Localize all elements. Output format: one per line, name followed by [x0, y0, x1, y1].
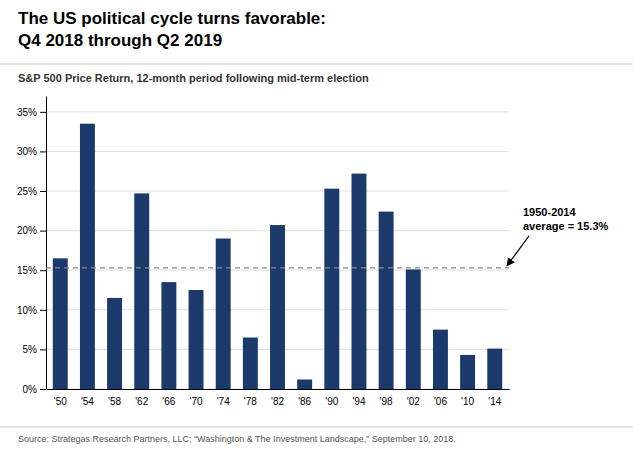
title: Q4 2018 through Q2 2019 [18, 31, 222, 50]
x-tick: '06 [434, 396, 447, 407]
x-tick: '90 [325, 396, 338, 407]
x-tick-label: '98 [380, 396, 393, 407]
x-tick-label: '50 [54, 396, 67, 407]
bar [107, 298, 122, 389]
x-tick-label: '62 [135, 396, 148, 407]
x-tick: '86 [298, 396, 311, 407]
x-tick: '78 [244, 396, 257, 407]
y-tick-label: 35% [17, 107, 37, 118]
x-tick-label: '14 [488, 396, 501, 407]
bar [243, 338, 258, 389]
annotation-arrow [507, 236, 529, 266]
annotation-line: average = 15.3% [523, 220, 609, 232]
bar [216, 239, 231, 389]
x-axis-line [47, 389, 510, 390]
y-tick-mark [40, 151, 46, 152]
y-tick: 15% [17, 265, 46, 276]
y-tick: 35% [17, 107, 46, 118]
average-line [46, 267, 509, 268]
x-tick-label: '66 [162, 396, 175, 407]
annotation-line: 1950-2014 [523, 206, 576, 218]
x-tick-label: '82 [271, 396, 284, 407]
x-tick-label: '74 [217, 396, 230, 407]
y-tick: 5% [23, 344, 46, 355]
chart-svg: The US political cycle turns favorable: Q… [0, 0, 633, 451]
grid-line [46, 191, 509, 192]
source-separator [0, 427, 633, 428]
y-tick-label: 10% [17, 305, 37, 316]
x-tick: '54 [81, 396, 94, 407]
x-tick: '98 [380, 396, 393, 407]
plot-area [46, 124, 509, 389]
y-tick-mark [40, 310, 46, 311]
bar [379, 212, 394, 389]
x-tick-label: '86 [298, 396, 311, 407]
grid [46, 112, 509, 389]
x-tick: '62 [135, 396, 148, 407]
x-tick: '02 [407, 396, 420, 407]
bar [351, 174, 366, 389]
bar [53, 258, 68, 389]
grid-line [46, 111, 509, 112]
x-axis: '50 '54 '58 '62 '66 '70 '74 '78 '82 '86 '90 '94 '98 '… [47, 390, 510, 408]
y-tick-mark [40, 389, 46, 390]
y-tick-mark [40, 349, 46, 350]
y-tick: 10% [17, 305, 46, 316]
bar [270, 225, 285, 389]
y-tick: 30% [17, 146, 46, 157]
y-tick-mark [40, 112, 46, 113]
bar [134, 193, 149, 389]
x-tick: '14 [488, 396, 501, 407]
x-tick-label: '94 [352, 396, 365, 407]
title-separator [0, 64, 633, 65]
y-tick: 20% [17, 225, 46, 236]
bar [80, 124, 95, 389]
bar [324, 189, 339, 389]
y-tick-label: 25% [17, 186, 37, 197]
bar [189, 290, 204, 389]
y-tick-mark [40, 191, 46, 192]
x-tick: '50 [54, 396, 67, 407]
y-tick-mark [40, 270, 46, 271]
chart-container: The US political cycle turns favorable: Q… [0, 0, 633, 451]
bar [433, 330, 448, 389]
x-tick: '82 [271, 396, 284, 407]
x-tick-label: '54 [81, 396, 94, 407]
x-tick: '70 [190, 396, 203, 407]
source: Source: Strategas Research Partners, LLC… [18, 434, 456, 444]
y-tick-label: 15% [17, 265, 37, 276]
y-tick-label: 5% [23, 344, 38, 355]
bar [161, 282, 176, 389]
x-tick-label: '06 [434, 396, 447, 407]
x-tick: '58 [108, 396, 121, 407]
y-axis: 0% 5% 10% 15% 20% 25% 30% 35% [17, 97, 47, 395]
bar [460, 355, 475, 389]
x-tick: '10 [461, 396, 474, 407]
x-tick-label: '78 [244, 396, 257, 407]
grid-line [46, 151, 509, 152]
x-tick-label: '58 [108, 396, 121, 407]
y-tick-label: 20% [17, 225, 37, 236]
x-tick-label: '70 [190, 396, 203, 407]
x-tick: '74 [217, 396, 230, 407]
y-axis-line [46, 97, 47, 390]
y-tick: 25% [17, 186, 46, 197]
bar [406, 269, 421, 389]
x-tick: '66 [162, 396, 175, 407]
y-tick-label: 30% [17, 146, 37, 157]
x-tick-label: '02 [407, 396, 420, 407]
bar [297, 379, 312, 389]
bar [487, 349, 502, 389]
x-tick: '94 [352, 396, 365, 407]
y-tick: 0% [23, 384, 46, 395]
title: The US political cycle turns favorable: [18, 9, 326, 28]
x-tick-label: '10 [461, 396, 474, 407]
x-tick-label: '90 [325, 396, 338, 407]
annotation: 1950-2014 average = 15.3% [523, 206, 609, 232]
y-tick-label: 0% [23, 384, 38, 395]
subtitle: S&P 500 Price Return, 12-month period fo… [18, 72, 369, 84]
y-tick-mark [40, 231, 46, 232]
